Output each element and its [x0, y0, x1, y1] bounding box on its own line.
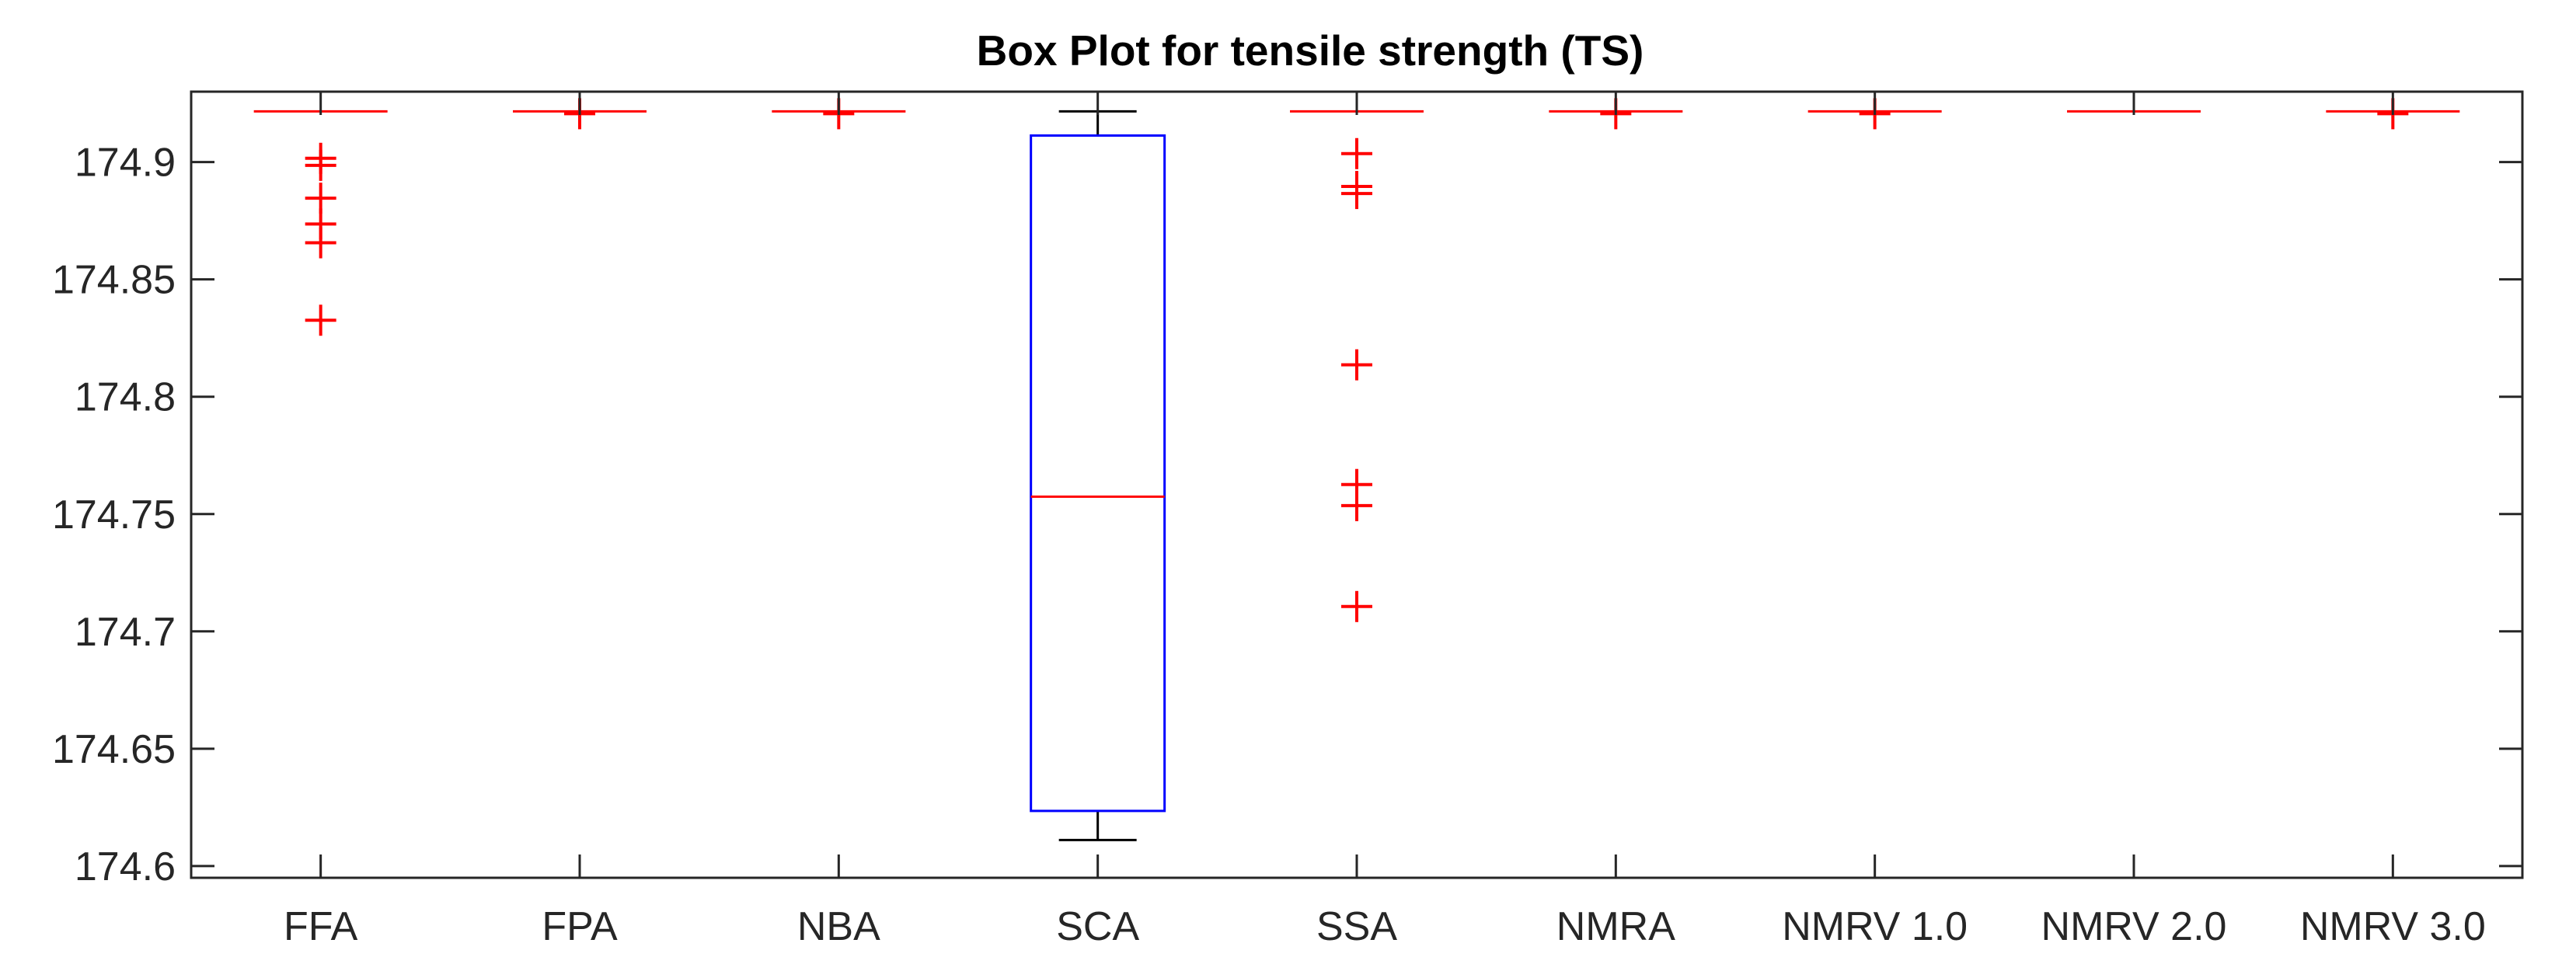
- x-tick-label: NMRV 3.0: [2300, 904, 2486, 949]
- x-tick-label: NMRA: [1556, 904, 1675, 949]
- y-tick-label: 174.7: [75, 610, 176, 655]
- outlier-marker: [305, 305, 336, 336]
- x-tick-label: NMRV 2.0: [2041, 904, 2227, 949]
- box: [1030, 134, 1166, 813]
- y-tick-label: 174.85: [52, 258, 176, 303]
- y-tick-label: 174.9: [75, 141, 176, 186]
- y-tick-label: 174.8: [75, 375, 176, 420]
- x-tick-label: FPA: [542, 904, 618, 949]
- chart-title: Box Plot for tensile strength (TS): [977, 26, 1644, 75]
- outlier-marker: [305, 149, 336, 181]
- axes: 174.6 174.65 174.7 174.75 174.8 174.85 174.9 FF…: [52, 92, 2522, 949]
- x-tick-label: SSA: [1316, 904, 1397, 949]
- outlier-marker: [1341, 137, 1372, 169]
- outlier-marker: [1341, 489, 1372, 521]
- outlier-marker: [305, 227, 336, 259]
- y-tick-label: 174.75: [52, 492, 176, 538]
- outlier-marker: [1341, 178, 1372, 210]
- outlier-marker: [1341, 349, 1372, 381]
- outlier-marker: [1341, 590, 1372, 622]
- x-tick-label: NBA: [797, 904, 880, 949]
- x-tick-label: SCA: [1056, 904, 1139, 949]
- y-tick-label: 174.6: [75, 844, 176, 889]
- x-tick-label: FFA: [284, 904, 358, 949]
- y-tick-label: 174.65: [52, 727, 176, 772]
- x-tick-label: NMRV 1.0: [1782, 904, 1968, 949]
